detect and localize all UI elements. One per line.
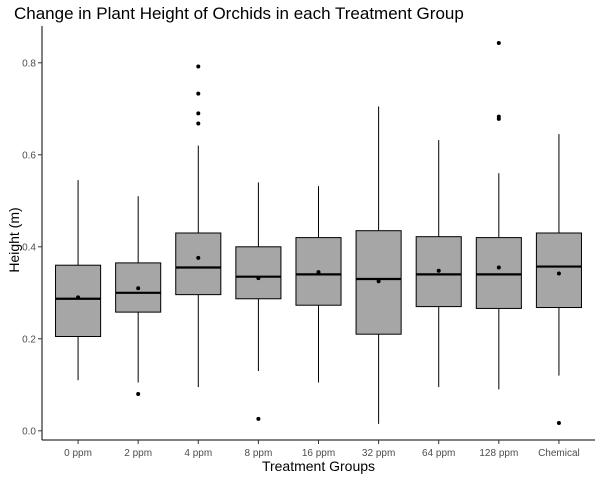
iqr-box — [55, 264, 102, 338]
y-tick-label: 0.8 — [22, 58, 36, 69]
x-tick-label: 16 ppm — [302, 448, 335, 459]
mean-point — [556, 271, 561, 276]
y-tick-label: 0.0 — [22, 426, 36, 437]
box-group — [55, 180, 102, 381]
outlier-point — [196, 64, 201, 69]
mean-point — [316, 270, 321, 275]
iqr-box — [235, 246, 282, 300]
box-series — [55, 41, 582, 425]
mean-point — [196, 255, 201, 260]
box-group — [235, 182, 282, 421]
mean-point — [256, 276, 261, 281]
iqr-box — [475, 237, 522, 309]
mean-point — [136, 286, 141, 291]
box-group — [115, 196, 162, 396]
box-group — [355, 106, 402, 424]
y-tick-label: 0.2 — [22, 334, 36, 345]
x-tick-label: 128 ppm — [479, 448, 518, 459]
y-axis-ticks: 0.0 0.2 0.4 0.6 0.8 — [22, 58, 42, 437]
x-tick-label: Chemical — [538, 448, 580, 459]
chart-title: Change in Plant Height of Orchids in eac… — [14, 4, 464, 23]
iqr-box — [535, 232, 582, 309]
box-group — [475, 41, 522, 390]
x-axis-ticks: 0 ppm 2 ppm 4 ppm 8 ppm 16 ppm 32 ppm 64 ppm 12… — [64, 440, 580, 459]
box-group — [295, 186, 342, 383]
outlier-point — [556, 420, 561, 425]
x-tick-label: 4 ppm — [184, 448, 212, 459]
mean-point — [76, 295, 81, 300]
outlier-point — [136, 392, 141, 396]
outlier-point — [196, 91, 201, 96]
x-tick-label: 32 ppm — [362, 448, 395, 459]
outlier-point — [496, 114, 501, 119]
box-group — [175, 64, 222, 388]
x-tick-label: 2 ppm — [124, 448, 152, 459]
mean-point — [376, 279, 381, 284]
mean-point — [436, 268, 441, 273]
box-group — [535, 134, 582, 425]
x-tick-label: 64 ppm — [422, 448, 455, 459]
y-tick-label: 0.6 — [22, 150, 36, 161]
box-group — [415, 140, 462, 388]
outlier-point — [496, 41, 501, 46]
outlier-point — [196, 121, 201, 126]
x-tick-label: 0 ppm — [64, 448, 92, 459]
iqr-box — [175, 232, 222, 296]
y-tick-label: 0.4 — [22, 242, 36, 253]
outlier-point — [256, 416, 261, 421]
outlier-point — [196, 111, 201, 116]
mean-point — [496, 265, 501, 270]
x-tick-label: 8 ppm — [244, 448, 272, 459]
x-axis-title: Treatment Groups — [261, 458, 376, 474]
